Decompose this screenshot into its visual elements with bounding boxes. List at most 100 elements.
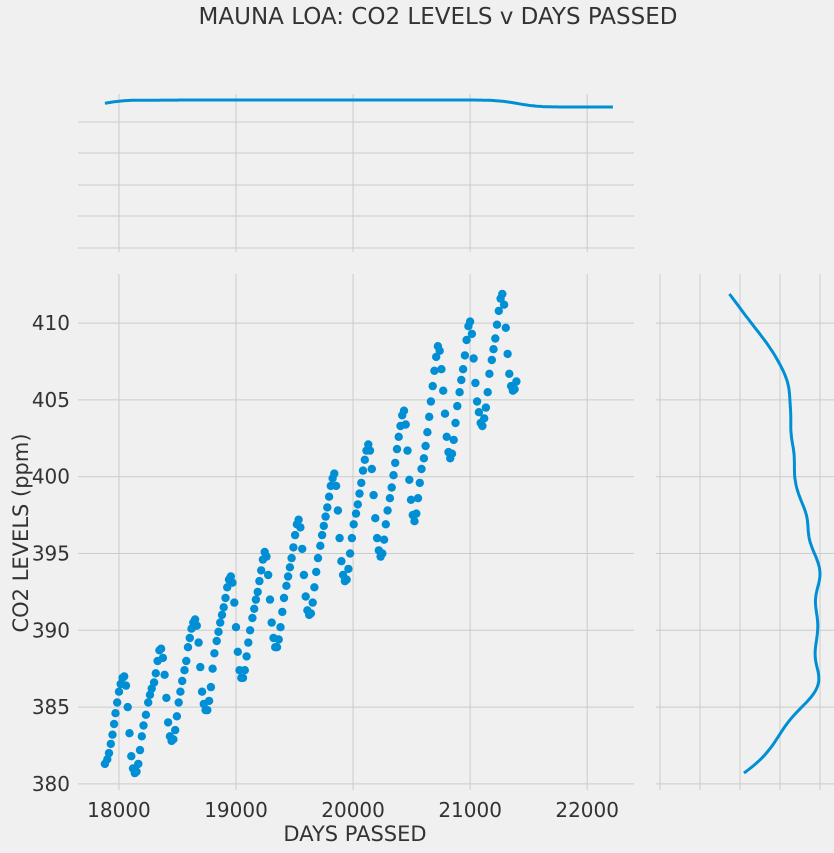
data-point [442, 432, 451, 441]
data-point [180, 666, 189, 675]
data-point [372, 533, 382, 543]
data-point [212, 636, 221, 646]
data-point [460, 351, 470, 360]
data-point [353, 500, 362, 509]
data-point [169, 735, 178, 744]
x-tick-label: 22000 [555, 798, 619, 822]
data-point [335, 533, 344, 543]
data-point [367, 464, 376, 474]
data-point [121, 681, 131, 690]
data-point [264, 570, 273, 580]
data-point [114, 687, 124, 696]
data-point [344, 564, 353, 574]
data-point [231, 623, 241, 632]
data-point [469, 354, 478, 363]
data-point [276, 623, 285, 632]
data-point [310, 583, 319, 592]
data-point [480, 414, 489, 423]
data-point [458, 365, 468, 374]
data-point [471, 378, 480, 388]
data-point [289, 543, 298, 552]
data-point [296, 523, 305, 532]
data-point [371, 514, 380, 523]
data-point [137, 732, 146, 741]
data-point [139, 721, 148, 730]
data-point [283, 572, 293, 581]
data-point [171, 725, 180, 735]
y-tick-label: 405 [32, 388, 70, 412]
data-point [141, 710, 151, 719]
data-point [321, 512, 330, 521]
data-point [378, 549, 387, 558]
data-point [360, 455, 369, 464]
data-point [183, 643, 193, 652]
data-point [104, 748, 114, 758]
data-point [330, 469, 339, 478]
data-point [217, 610, 227, 620]
data-point [451, 418, 460, 428]
data-point [279, 593, 289, 603]
data-point [491, 334, 500, 343]
data-point [453, 401, 462, 411]
data-point [462, 335, 471, 345]
data-point [160, 670, 169, 679]
data-point [405, 475, 414, 484]
data-point [174, 698, 183, 707]
data-point [238, 673, 248, 683]
data-point [287, 553, 296, 563]
data-point [178, 676, 187, 686]
data-point [379, 535, 389, 544]
data-point [163, 718, 173, 727]
data-point [410, 517, 419, 526]
y-tick-label: 400 [32, 465, 70, 489]
data-point [351, 509, 361, 518]
data-point [403, 446, 412, 455]
data-point [113, 698, 122, 707]
data-point [123, 702, 132, 712]
data-point [487, 355, 496, 365]
data-point [290, 530, 300, 540]
x-tick-label: 19000 [204, 798, 268, 822]
data-point [203, 705, 212, 715]
data-point [194, 638, 203, 647]
data-point [149, 678, 159, 687]
data-point [111, 709, 120, 718]
data-point [134, 759, 143, 769]
top-density-curve [104, 98, 613, 109]
data-point [272, 643, 282, 652]
data-point [216, 618, 225, 627]
data-point [391, 458, 400, 468]
data-point [317, 530, 327, 540]
data-point [244, 638, 253, 647]
data-point [221, 593, 230, 603]
data-point [394, 432, 403, 441]
data-point [265, 595, 275, 604]
y-tick-label: 385 [32, 695, 70, 719]
data-point [185, 633, 194, 643]
chart-title: MAUNA LOA: CO2 LEVELS v DAYS PASSED [199, 4, 678, 30]
data-point [192, 621, 201, 630]
data-point [144, 698, 153, 707]
data-point [125, 729, 134, 738]
data-point [230, 598, 239, 607]
data-point [510, 385, 519, 394]
data-point [299, 570, 309, 580]
right-marginal-density [656, 274, 834, 790]
data-point [387, 483, 396, 492]
data-point [381, 520, 390, 529]
y-tick-label: 410 [32, 311, 70, 335]
y-axis-label: CO2 LEVELS (ppm) [9, 433, 33, 632]
data-point [492, 320, 502, 329]
data-point [347, 533, 357, 543]
top-marginal-density [78, 94, 634, 252]
data-point [333, 506, 343, 515]
data-point [485, 369, 494, 378]
data-point [505, 369, 514, 378]
data-point [245, 626, 255, 635]
data-point [233, 647, 242, 656]
data-point [240, 666, 249, 675]
data-point [425, 412, 434, 421]
data-point [406, 495, 416, 504]
data-point [337, 557, 346, 566]
data-point [474, 408, 484, 417]
